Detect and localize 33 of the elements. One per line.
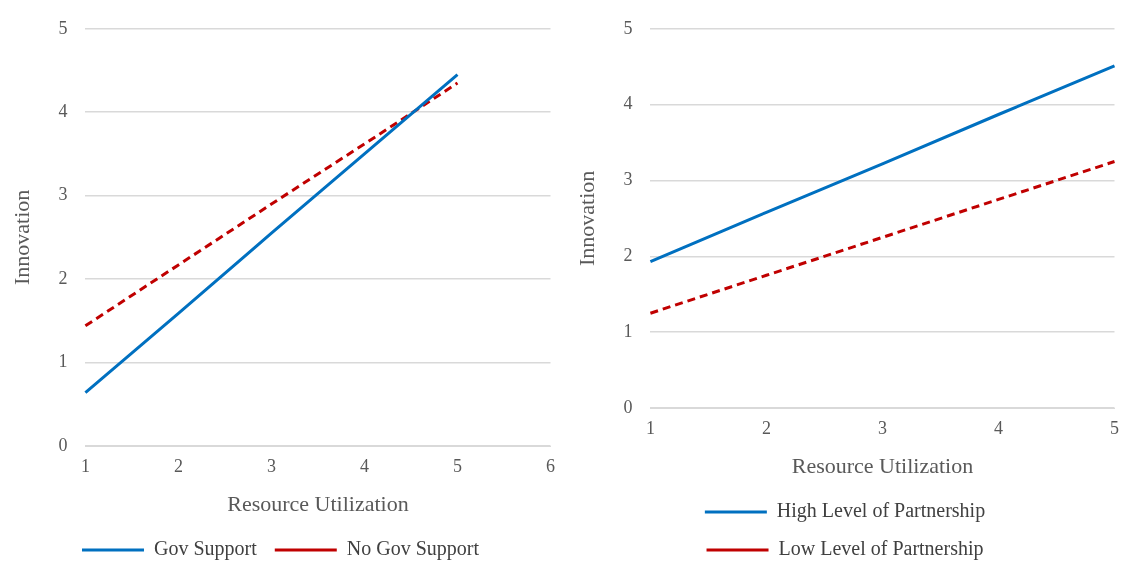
- line-series: [83, 81, 459, 328]
- x-tick-label: 2: [173, 455, 183, 476]
- y-tick-label: 4: [623, 93, 633, 114]
- y-tick-label: 5: [58, 17, 68, 38]
- line-series: [648, 160, 1116, 315]
- x-tick-label: 6: [546, 455, 555, 476]
- y-tick-label: 2: [58, 267, 68, 288]
- x-tick-label: 4: [359, 455, 369, 476]
- y-tick-label: 2: [623, 245, 633, 266]
- x-tick-label: 1: [645, 417, 655, 438]
- x-tick-label: 2: [761, 417, 771, 438]
- y-tick-label: 1: [58, 351, 68, 372]
- y-tick-label: 3: [623, 169, 633, 190]
- y-tick-label: 5: [623, 17, 633, 38]
- y-axis-title: Innovation: [573, 170, 599, 267]
- y-tick-label: 3: [58, 184, 68, 205]
- legend-label: Gov Support: [154, 537, 258, 561]
- x-tick-label: 4: [993, 417, 1003, 438]
- x-tick-label: 5: [452, 455, 462, 476]
- y-tick-label: 1: [623, 320, 633, 341]
- y-axis-title: Innovation: [8, 189, 34, 286]
- y-tick-label: 0: [58, 434, 68, 455]
- legend-label: Low Level of Partnership: [778, 537, 984, 561]
- x-tick-label: 3: [266, 455, 276, 476]
- x-tick-label: 3: [877, 417, 887, 438]
- y-tick-label: 4: [58, 100, 68, 121]
- x-tick-label: 5: [1110, 417, 1119, 438]
- x-tick-label: 1: [80, 455, 90, 476]
- x-axis-title: Resource Utilization: [791, 452, 974, 478]
- legend-label: No Gov Support: [346, 537, 480, 561]
- x-axis-title: Resource Utilization: [227, 490, 409, 516]
- y-tick-label: 0: [623, 396, 633, 417]
- legend-label: High Level of Partnership: [776, 499, 986, 523]
